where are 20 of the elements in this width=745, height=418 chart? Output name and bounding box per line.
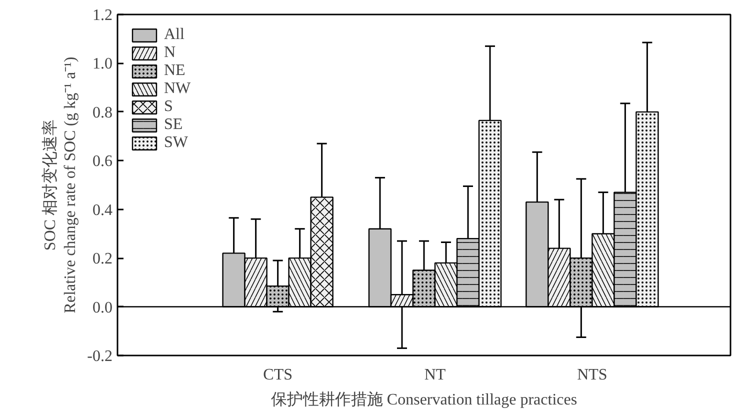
legend-label: S [164, 98, 174, 116]
y-tick-label: 0.6 [92, 153, 112, 170]
legend-label: NE [164, 62, 186, 80]
legend-label: N [164, 44, 177, 62]
legend-label: SW [164, 134, 188, 152]
legend-label: SE [164, 116, 184, 134]
y-tick-label: -0.2 [87, 348, 112, 365]
y-tick-label: 0.4 [92, 202, 112, 219]
x-tick-label: NT [424, 366, 446, 384]
y-axis-title: SOC 相对变化速率 Relative change rate of SOC (g kg⁻¹ a⁻¹) [40, 56, 80, 314]
y-tick-label: 1.2 [92, 7, 112, 24]
y-tick-label: 0.8 [92, 104, 112, 122]
y-tick-label: 1.0 [92, 56, 112, 73]
legend-label: NW [164, 80, 191, 98]
x-axis-title: 保护性耕作措施 Conservation tillage practices [270, 390, 578, 408]
x-tick-label: CTS [263, 366, 292, 384]
y-tick-label: 0.0 [92, 299, 112, 316]
y-tick-label: 0.2 [92, 250, 112, 268]
x-tick-label: NTS [577, 366, 608, 384]
legend-label: All [164, 26, 184, 44]
